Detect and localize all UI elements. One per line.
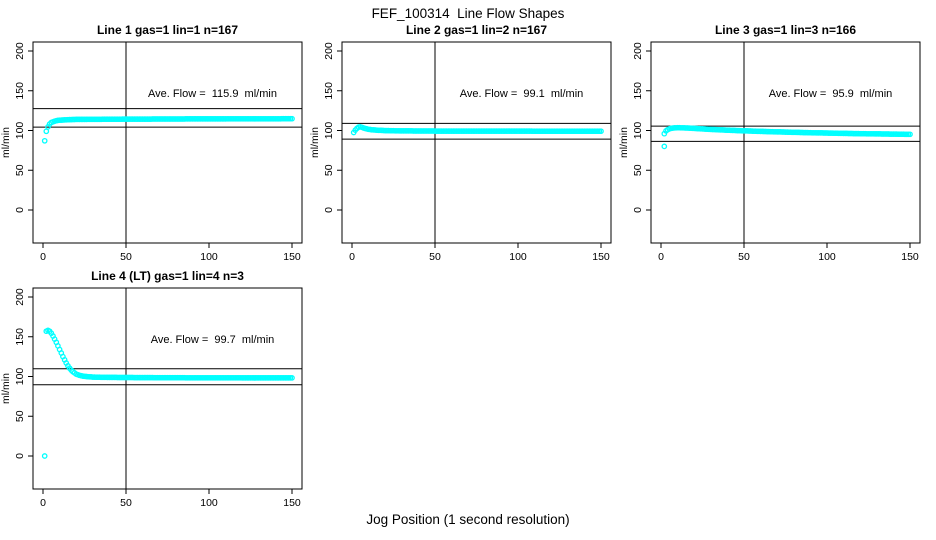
y-tick-label: 150: [632, 82, 644, 100]
x-tick-label: 100: [200, 497, 218, 509]
panel-title: Line 3 gas=1 lin=3 n=166: [715, 23, 856, 37]
y-tick-label: 100: [632, 122, 644, 140]
y-tick-label: 150: [323, 82, 335, 100]
x-tick-label: 50: [120, 497, 132, 509]
data-points: [661, 124, 913, 150]
y-tick-label: 50: [323, 164, 335, 176]
outlier-point: [41, 453, 48, 459]
y-tick-label: 200: [632, 42, 644, 60]
y-tick-label: 200: [14, 42, 26, 60]
data-point: [907, 131, 913, 138]
x-tick-label: 150: [592, 251, 610, 263]
y-tick-label: 150: [14, 328, 26, 346]
y-tick-label: 150: [14, 82, 26, 100]
y-tick-label: 100: [14, 368, 26, 386]
y-tick-label: 50: [632, 164, 644, 176]
panel-3: 0 50 100 150 0 50 100 150 200 ml/min Line 3 gas=1 …: [618, 23, 921, 263]
x-tick-label: 50: [429, 251, 441, 263]
y-tick-label: 50: [14, 410, 26, 422]
y-tick-label: 100: [14, 122, 26, 140]
data-points: [350, 123, 604, 136]
x-tick-label: 150: [283, 251, 301, 263]
panel-title: Line 1 gas=1 lin=1 n=167: [97, 23, 238, 37]
x-tick-label: 50: [120, 251, 132, 263]
y-axis-title: ml/min: [0, 127, 12, 158]
plot-box: [650, 41, 921, 244]
plot-box: [32, 287, 303, 490]
x-tick-label: 0: [40, 251, 46, 263]
x-tick-label: 150: [901, 251, 919, 263]
y-tick-label: 0: [323, 207, 335, 213]
y-axis-title: ml/min: [309, 127, 321, 158]
x-tick-label: 100: [200, 251, 218, 263]
data-point: [598, 128, 604, 135]
y-tick-label: 0: [14, 453, 26, 459]
x-tick-label: 150: [283, 497, 301, 509]
average-flow-annotation: Ave. Flow = 99.1 ml/min: [460, 88, 584, 100]
y-axis-title: ml/min: [618, 127, 630, 158]
y-tick-label: 0: [632, 207, 644, 213]
average-flow-annotation: Ave. Flow = 99.7 ml/min: [151, 334, 275, 346]
outlier-point: [661, 143, 668, 150]
panel-4: 0 50 100 150 0 50 100 150 200 ml/min Line 4 (LT) g…: [0, 269, 303, 509]
y-tick-label: 100: [323, 122, 335, 140]
data-point: [289, 115, 295, 122]
y-tick-label: 200: [323, 42, 335, 60]
data-points: [41, 115, 295, 144]
panel-title: Line 2 gas=1 lin=2 n=167: [406, 23, 547, 37]
outlier-point: [43, 128, 50, 135]
x-tick-label: 0: [349, 251, 355, 263]
x-tick-label: 0: [40, 497, 46, 509]
outlier-point: [41, 137, 48, 144]
average-flow-annotation: Ave. Flow = 95.9 ml/min: [769, 88, 893, 100]
y-tick-label: 50: [14, 164, 26, 176]
y-axis-title: ml/min: [0, 373, 12, 404]
x-tick-label: 100: [509, 251, 527, 263]
x-tick-label: 100: [818, 251, 836, 263]
figure-title: FEF_100314 Line Flow Shapes: [372, 6, 565, 21]
y-tick-label: 200: [14, 288, 26, 306]
data-points: [41, 327, 295, 459]
x-tick-label: 0: [658, 251, 664, 263]
panel-1: 0 50 100 150 0 50 100 150 200 ml/min Line 1 gas=1 …: [0, 23, 303, 263]
panel-2: 0 50 100 150 0 50 100 150 200 ml/min Line 2 gas=1 …: [309, 23, 612, 263]
panels-group: 0 50 100 150 0 50 100 150 200 ml/min Line 1 gas=1 …: [0, 23, 921, 509]
plot-box: [32, 41, 303, 244]
x-axis-title: Jog Position (1 second resolution): [366, 512, 569, 527]
panel-title: Line 4 (LT) gas=1 lin=4 n=3: [91, 269, 244, 283]
plot-box: [341, 41, 612, 244]
y-tick-label: 0: [14, 207, 26, 213]
data-point: [289, 375, 295, 381]
x-tick-label: 50: [738, 251, 750, 263]
average-flow-annotation: Ave. Flow = 115.9 ml/min: [148, 88, 277, 100]
